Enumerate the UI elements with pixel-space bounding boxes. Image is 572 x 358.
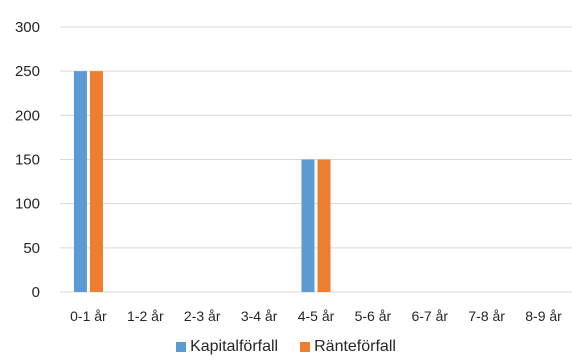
y-tick-label-150: 150 [15,152,40,169]
x-tick-label-3: 3-4 år [241,308,278,324]
x-tick-label-5: 5-6 år [355,308,392,324]
x-tick-label-7: 7-8 år [468,308,505,324]
legend-label-kapitalforfall: Kapitalförfall [190,338,279,355]
legend-item-ranteforfall: Ränteförfall [300,338,396,356]
bar-kapitalforfall-4 [301,159,315,292]
y-tick-label-250: 250 [15,63,40,80]
x-tick-label-4: 4-5 år [298,308,335,324]
legend-swatch-kapitalforfall [176,342,187,352]
bar-kapitalforfall-0 [73,71,87,293]
legend-swatch-ranteforfall [300,342,311,352]
x-tick-label-1: 1-2 år [127,308,164,324]
y-tick-label-200: 200 [15,107,40,124]
bar-ranteforfall-0 [89,71,103,293]
legend-item-kapitalforfall: Kapitalförfall [176,338,278,356]
y-tick-label-300: 300 [15,19,40,36]
x-tick-label-2: 2-3 år [184,308,221,324]
y-tick-label-0: 0 [32,284,40,301]
legend-label-ranteforfall: Ränteförfall [314,338,396,355]
x-tick-label-8: 8-9 år [525,308,562,324]
y-tick-label-50: 50 [23,240,40,257]
y-tick-label-100: 100 [15,196,40,213]
x-tick-label-6: 6-7 år [411,308,448,324]
x-tick-label-0: 0-1 år [70,308,107,324]
bar-chart: 0 50 100 150 200 250 300 0-1 år 1-2 år 2-3 år 3-4 … [15,19,572,324]
legend: Kapitalförfall Ränteförfall [0,338,572,356]
bar-ranteforfall-4 [317,159,331,292]
